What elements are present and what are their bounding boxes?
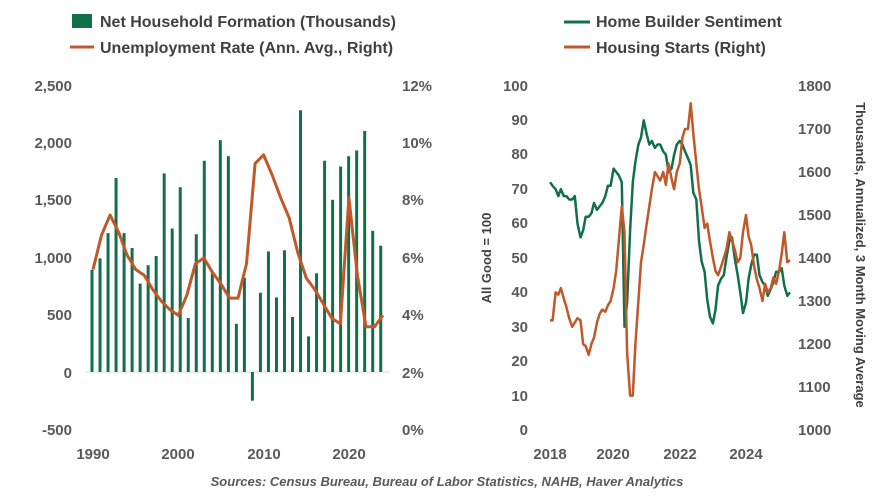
left-x-tick-2020: 2020: [332, 446, 365, 463]
right-y-tick-70: 70: [511, 181, 528, 198]
household-formation-bar: [363, 130, 367, 372]
household-formation-bar: [114, 177, 118, 372]
household-formation-bar: [202, 160, 206, 372]
right-y2-tick-1100: 1100: [798, 379, 831, 396]
right-y2-axis-title: Thousands, Annualized, 3 Month Moving Av…: [853, 102, 868, 408]
right-y2-tick-1300: 1300: [798, 293, 831, 310]
right-y-axis-title: All Good = 100: [479, 213, 494, 304]
household-formation-bar: [331, 199, 335, 372]
left-y2-tick-12: 12%: [402, 78, 432, 95]
right-y-tick-50: 50: [511, 250, 528, 267]
household-formation-bar: [186, 318, 190, 372]
right-y2-tick-1000: 1000: [798, 422, 831, 439]
unemployment-rate-line: [91, 153, 385, 329]
household-formation-bar: [274, 297, 278, 372]
household-formation-bar: [130, 248, 134, 372]
housing-starts-line: [550, 101, 791, 397]
right-y-tick-20: 20: [511, 353, 528, 370]
left-y-tick-2000: 2,000: [34, 135, 72, 152]
left-y2-tick-0: 0%: [402, 422, 424, 439]
left-y-tick-neg500: -500: [42, 422, 72, 439]
household-formation-bar: [323, 160, 327, 372]
right-y2-tick-1400: 1400: [798, 250, 831, 267]
household-formation-bar: [299, 110, 303, 373]
household-formation-bar: [379, 245, 383, 372]
legend-unemployment-rate: Unemployment Rate (Ann. Avg., Right): [100, 40, 393, 57]
right-y-tick-30: 30: [511, 319, 528, 336]
household-formation-bar: [315, 273, 319, 372]
left-x-tick-2000: 2000: [161, 446, 194, 463]
household-formation-bar: [242, 277, 246, 372]
right-y-tick-10: 10: [511, 388, 528, 405]
right-y2-tick-1600: 1600: [798, 164, 831, 181]
left-y-tick-2500: 2,500: [34, 78, 72, 95]
household-formation-bar: [98, 258, 102, 372]
household-formation-bar: [162, 173, 166, 372]
household-formation-bar: [194, 234, 198, 372]
household-formation-bar: [226, 156, 230, 372]
household-formation-bar: [154, 256, 158, 372]
household-formation-bars: [90, 110, 383, 401]
household-formation-bar: [234, 323, 238, 372]
household-formation-bar: [371, 230, 375, 372]
right-y-tick-80: 80: [511, 146, 528, 163]
legend-household-formation: Net Household Formation (Thousands): [100, 14, 396, 31]
household-formation-bar: [307, 336, 311, 372]
household-formation-bar: [291, 316, 294, 372]
left-y-tick-1000: 1,000: [34, 250, 72, 267]
household-formation-bar: [122, 233, 126, 372]
right-y-tick-100: 100: [503, 78, 528, 95]
right-y-tick-40: 40: [511, 284, 528, 301]
left-x-tick-2010: 2010: [247, 446, 280, 463]
series-lines: [91, 101, 791, 397]
legend-bar-swatch: [72, 14, 92, 28]
right-x-tick-2018: 2018: [533, 446, 566, 463]
household-formation-bar: [258, 292, 262, 372]
household-formation-bar: [210, 273, 214, 372]
right-y-tick-60: 60: [511, 215, 528, 232]
household-formation-bar: [146, 265, 150, 372]
right-x-tick-2022: 2022: [663, 446, 696, 463]
household-formation-bar: [106, 233, 110, 372]
right-y-tick-0: 0: [520, 422, 528, 439]
household-formation-bar: [178, 187, 182, 372]
left-y-tick-500: 500: [47, 307, 72, 324]
left-y-tick-0: 0: [64, 365, 72, 382]
left-y2-tick-6: 6%: [402, 250, 424, 267]
left-x-tick-1990: 1990: [76, 446, 109, 463]
legend-home-builder-sentiment: Home Builder Sentiment: [596, 14, 782, 31]
right-y2-tick-1800: 1800: [798, 78, 831, 95]
household-formation-bar: [218, 140, 222, 372]
household-formation-bar: [170, 228, 174, 372]
right-y-tick-90: 90: [511, 112, 528, 129]
home-builder-sentiment-line: [548, 119, 791, 329]
household-formation-bar: [90, 269, 94, 372]
legend-housing-starts: Housing Starts (Right): [596, 40, 766, 57]
household-formation-bar: [282, 250, 286, 372]
source-note: Sources: Census Bureau, Bureau of Labor …: [210, 474, 684, 489]
left-y2-tick-10: 10%: [402, 135, 432, 152]
left-y2-tick-4: 4%: [402, 307, 424, 324]
right-y2-tick-1200: 1200: [798, 336, 831, 353]
household-formation-bar: [138, 283, 142, 372]
right-x-tick-2020: 2020: [596, 446, 629, 463]
left-y-tick-1500: 1,500: [34, 192, 72, 209]
household-formation-bar: [339, 166, 343, 372]
household-formation-bar: [347, 156, 351, 372]
right-y2-tick-1700: 1700: [798, 121, 831, 138]
left-y2-tick-8: 8%: [402, 192, 424, 209]
right-y2-tick-1500: 1500: [798, 207, 831, 224]
right-x-tick-2024: 2024: [729, 446, 763, 463]
left-y2-tick-2: 2%: [402, 365, 424, 382]
household-formation-bar: [250, 372, 254, 401]
household-formation-bar: [266, 251, 270, 372]
